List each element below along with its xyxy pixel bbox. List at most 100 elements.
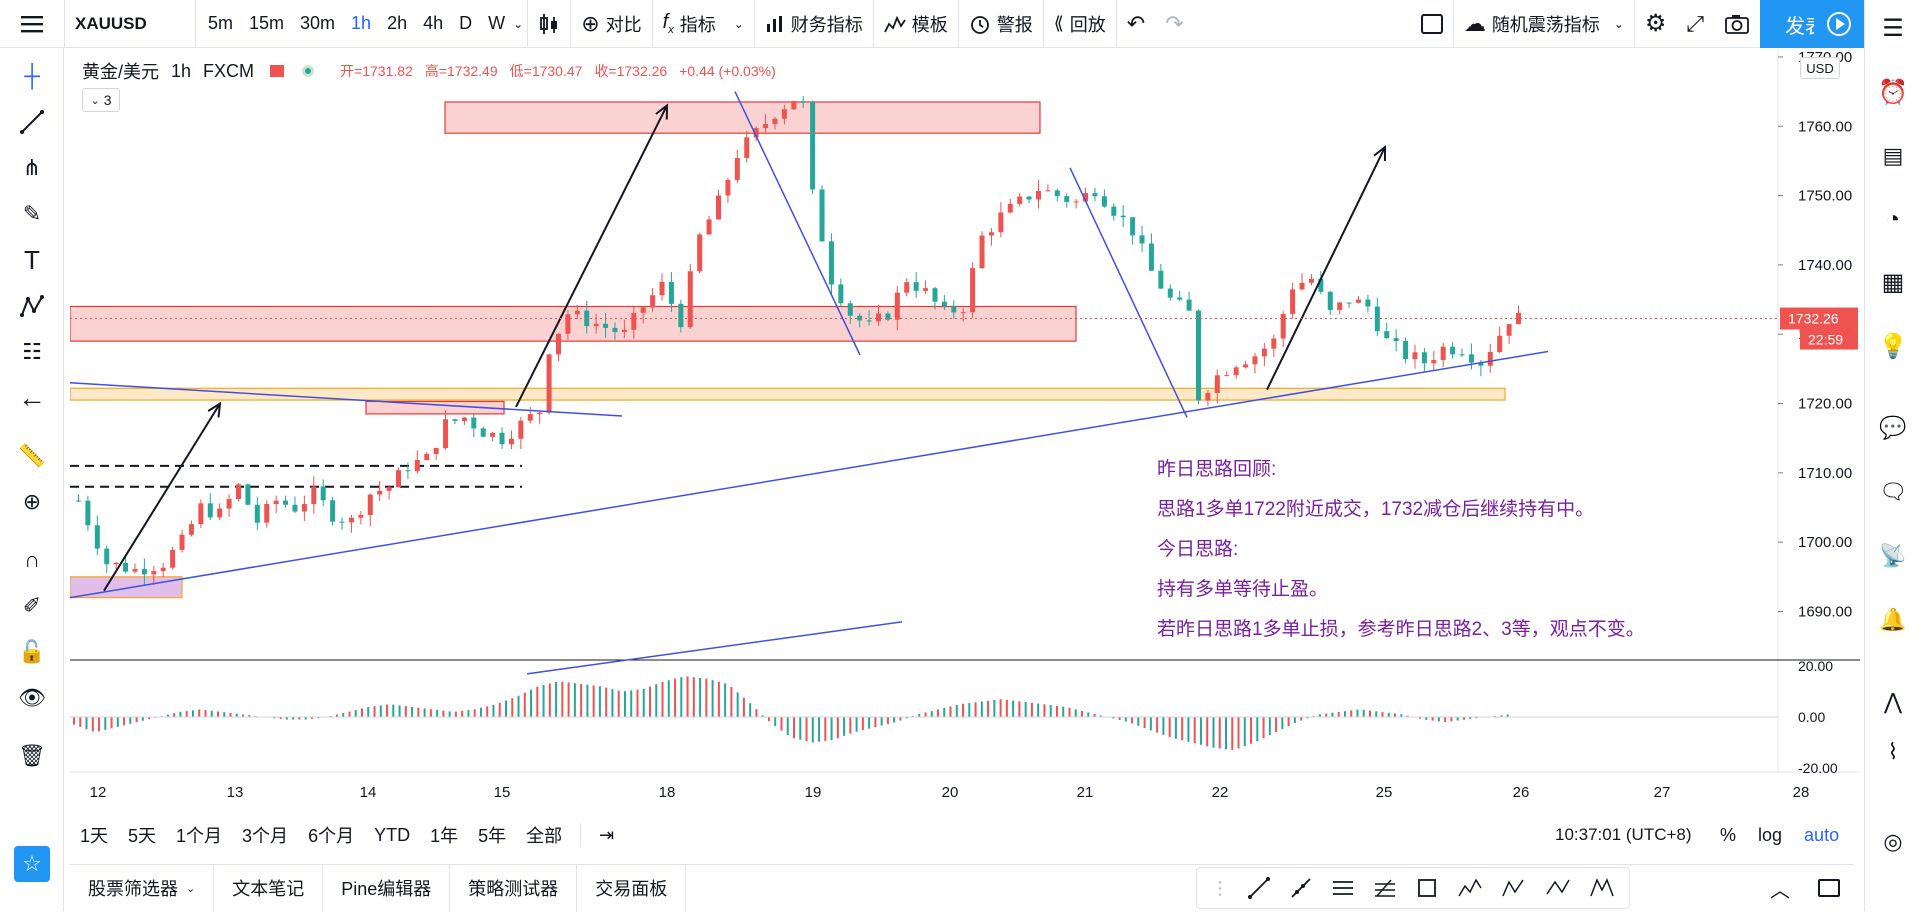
- delete-tool[interactable]: 🗑: [16, 740, 48, 772]
- percent-toggle[interactable]: %: [1720, 824, 1737, 845]
- range-ytd[interactable]: YTD: [374, 824, 411, 845]
- alerts-panel-button[interactable]: ⏰: [1877, 76, 1909, 108]
- tab-trading-panel[interactable]: 交易面板: [577, 864, 687, 912]
- horizontal-lines-fav-icon[interactable]: [1331, 876, 1355, 900]
- candle-body: [1384, 331, 1390, 339]
- menu-button[interactable]: [0, 0, 64, 48]
- interval-2h[interactable]: 2h: [387, 13, 408, 33]
- interval-d[interactable]: D: [459, 13, 473, 33]
- fullscreen-button[interactable]: ⤢: [1676, 0, 1714, 48]
- undo-button[interactable]: ↶: [1117, 0, 1155, 48]
- tab-screener[interactable]: 股票筛选器 ⌄: [70, 864, 215, 912]
- redo-button[interactable]: ↷: [1155, 0, 1193, 48]
- fib-tool[interactable]: ⋔: [16, 152, 48, 184]
- lock-tool[interactable]: 🔓: [16, 636, 48, 668]
- rectangle-fav-icon[interactable]: [1415, 876, 1439, 900]
- abc-fav-icon[interactable]: [1545, 876, 1571, 900]
- chevron-down-icon[interactable]: ⌄: [513, 16, 524, 31]
- range-3m[interactable]: 3个月: [242, 826, 289, 846]
- interval-w[interactable]: W: [488, 13, 506, 33]
- tab-pine-editor[interactable]: Pine编辑器: [323, 864, 451, 912]
- candle-body: [188, 524, 194, 535]
- currency-tag[interactable]: USD: [1800, 57, 1840, 79]
- notifications-button[interactable]: 🔔: [1877, 604, 1909, 636]
- auto-toggle[interactable]: auto: [1804, 824, 1840, 845]
- alerts-button[interactable]: 警报: [959, 0, 1043, 48]
- object-tree-button[interactable]: ⋀: [1877, 686, 1909, 718]
- calendar-button[interactable]: ▦: [1877, 266, 1909, 298]
- tab-strategy-tester[interactable]: 策略测试器: [450, 864, 578, 912]
- settings-button[interactable]: ⚙: [1635, 0, 1677, 48]
- elliott-fav-icon[interactable]: [1457, 876, 1483, 900]
- layout-name-button[interactable]: ☁ 随机震荡指标 ⌄: [1454, 0, 1634, 48]
- interval-30m[interactable]: 30m: [300, 13, 336, 33]
- indicators-button[interactable]: fx 指标 ⌄: [653, 0, 754, 48]
- trendline-fav-icon[interactable]: [1247, 876, 1271, 900]
- candle-body: [659, 281, 665, 296]
- log-toggle[interactable]: log: [1758, 824, 1783, 845]
- chevron-down-icon[interactable]: ⌄: [1613, 16, 1624, 31]
- layout-select-button[interactable]: [1411, 0, 1453, 48]
- compare-button[interactable]: ⊕ 对比: [571, 0, 651, 48]
- interval-4h[interactable]: 4h: [423, 13, 444, 33]
- chat-button[interactable]: 💬: [1877, 412, 1909, 444]
- watchlist-button[interactable]: ☰: [1877, 12, 1909, 44]
- range-6m[interactable]: 6个月: [308, 826, 355, 846]
- range-all[interactable]: 全部: [526, 826, 563, 846]
- candle-body: [1120, 215, 1126, 218]
- interval-15m[interactable]: 15m: [249, 13, 285, 33]
- favorites-button[interactable]: ☆: [14, 846, 50, 882]
- arrow-up-3: [1266, 146, 1386, 391]
- depth-button[interactable]: ⌇: [1877, 736, 1909, 768]
- chevron-down-icon[interactable]: ⌄: [733, 16, 744, 31]
- analysis-notes[interactable]: 昨日思路回顾: 思路1多单1722附近成交，1732减仓后继续持有中。 今日思路…: [1157, 450, 1645, 650]
- brush-tool[interactable]: ✎: [16, 198, 48, 230]
- range-1d[interactable]: 1天: [80, 826, 109, 846]
- pattern-tool[interactable]: [16, 290, 48, 322]
- stay-in-drawing-tool[interactable]: ✐: [16, 590, 48, 622]
- range-5y[interactable]: 5年: [478, 826, 507, 846]
- templates-button[interactable]: 模板: [874, 0, 958, 48]
- maximize-panel-icon[interactable]: [1818, 879, 1840, 897]
- goto-date-button[interactable]: ⇥: [589, 825, 624, 846]
- streams-button[interactable]: 📡: [1877, 540, 1909, 572]
- back-tool[interactable]: ←: [16, 382, 48, 414]
- small-zone-1719: [365, 400, 505, 415]
- hide-tool[interactable]: 👁: [16, 682, 48, 714]
- fib-fav-icon[interactable]: [1373, 876, 1397, 900]
- data-window-button[interactable]: ▤: [1877, 140, 1909, 172]
- symbol-search[interactable]: XAUUSD: [75, 13, 147, 33]
- messages-button[interactable]: 🗨: [1877, 476, 1909, 508]
- ray-fav-icon[interactable]: [1289, 876, 1313, 900]
- zoom-tool[interactable]: ⊕: [16, 486, 48, 518]
- help-button[interactable]: ◎: [1877, 826, 1909, 858]
- crosshair-tool[interactable]: ┼: [16, 60, 48, 92]
- financials-label: 财务指标: [790, 14, 863, 35]
- range-1y[interactable]: 1年: [430, 826, 459, 846]
- magnet-tool[interactable]: ∩: [16, 544, 48, 576]
- drag-handle-icon[interactable]: ⋮: [1211, 877, 1229, 898]
- chart-canvas[interactable]: 1690.001700.001710.001720.001730.001740.…: [70, 50, 1860, 810]
- snapshot-button[interactable]: [1714, 0, 1760, 48]
- replay-button[interactable]: ⟪ 回放: [1044, 0, 1116, 48]
- indicators-toggle[interactable]: ⌄ 3: [82, 88, 120, 112]
- measure-tool[interactable]: 📏: [16, 440, 48, 472]
- ideas-button[interactable]: 💡: [1877, 330, 1909, 362]
- candle-body: [273, 500, 279, 505]
- tab-notes[interactable]: 文本笔记: [214, 864, 324, 912]
- interval-5m[interactable]: 5m: [208, 13, 234, 33]
- abcd-fav-icon[interactable]: [1501, 876, 1527, 900]
- prediction-tool[interactable]: ☷: [16, 336, 48, 368]
- trendline-tool[interactable]: [16, 106, 48, 138]
- range-5d[interactable]: 5天: [128, 826, 157, 846]
- chart-type-button[interactable]: [528, 0, 570, 48]
- range-1m[interactable]: 1个月: [176, 826, 223, 846]
- pattern-fav-icon[interactable]: [1589, 876, 1615, 900]
- play-button[interactable]: [1814, 0, 1864, 48]
- interval-1h[interactable]: 1h: [351, 13, 372, 33]
- collapse-panel-icon[interactable]: ︿: [1770, 879, 1790, 902]
- clock[interactable]: 10:37:01 (UTC+8): [1555, 825, 1692, 844]
- financials-button[interactable]: 财务指标: [755, 0, 873, 48]
- text-tool[interactable]: T: [16, 244, 48, 276]
- hotlists-button[interactable]: ◔: [1877, 204, 1909, 236]
